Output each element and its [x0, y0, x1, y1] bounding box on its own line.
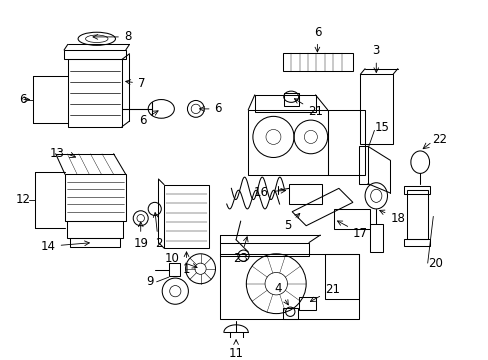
- Text: 1: 1: [183, 252, 190, 276]
- Text: 6: 6: [19, 93, 27, 106]
- Text: 19: 19: [133, 222, 148, 250]
- Bar: [333, 209, 369, 229]
- Bar: [282, 308, 297, 319]
- Bar: [164, 185, 208, 248]
- Bar: [65, 174, 125, 221]
- Text: 6: 6: [199, 102, 222, 116]
- Bar: [283, 93, 298, 106]
- Bar: [404, 239, 429, 246]
- Text: 21: 21: [310, 283, 339, 302]
- Text: 21: 21: [294, 99, 323, 118]
- Text: 6: 6: [139, 111, 158, 127]
- Bar: [64, 50, 125, 59]
- Text: 7: 7: [125, 77, 145, 90]
- Text: 9: 9: [146, 275, 154, 288]
- Bar: [67, 221, 122, 238]
- Bar: [68, 59, 122, 127]
- Bar: [327, 110, 365, 175]
- Text: 12: 12: [16, 193, 30, 206]
- Text: 20: 20: [427, 257, 442, 270]
- Bar: [69, 238, 120, 247]
- Text: 13: 13: [50, 147, 65, 160]
- Text: 14: 14: [41, 240, 89, 253]
- Text: 18: 18: [379, 210, 405, 225]
- Bar: [358, 146, 367, 184]
- Bar: [407, 190, 427, 239]
- Text: 15: 15: [374, 121, 388, 134]
- Text: 17: 17: [337, 221, 367, 240]
- Bar: [324, 254, 358, 299]
- Bar: [220, 243, 308, 256]
- Bar: [248, 110, 327, 175]
- Text: 16: 16: [253, 186, 285, 199]
- Bar: [404, 186, 429, 194]
- Bar: [254, 95, 315, 112]
- Bar: [282, 53, 352, 72]
- Text: 5: 5: [283, 213, 299, 232]
- Text: 6: 6: [313, 26, 321, 52]
- Text: 2: 2: [153, 213, 162, 250]
- Bar: [369, 224, 382, 252]
- Text: 22: 22: [431, 133, 447, 146]
- Text: 8: 8: [93, 30, 131, 44]
- Bar: [220, 254, 358, 319]
- Bar: [360, 74, 392, 144]
- Bar: [289, 184, 322, 204]
- Text: 4: 4: [274, 282, 288, 305]
- Text: 10: 10: [165, 252, 197, 268]
- Bar: [168, 263, 180, 276]
- Text: 3: 3: [372, 45, 379, 72]
- Bar: [298, 297, 315, 310]
- Text: 23: 23: [233, 237, 248, 265]
- Text: 11: 11: [228, 340, 243, 360]
